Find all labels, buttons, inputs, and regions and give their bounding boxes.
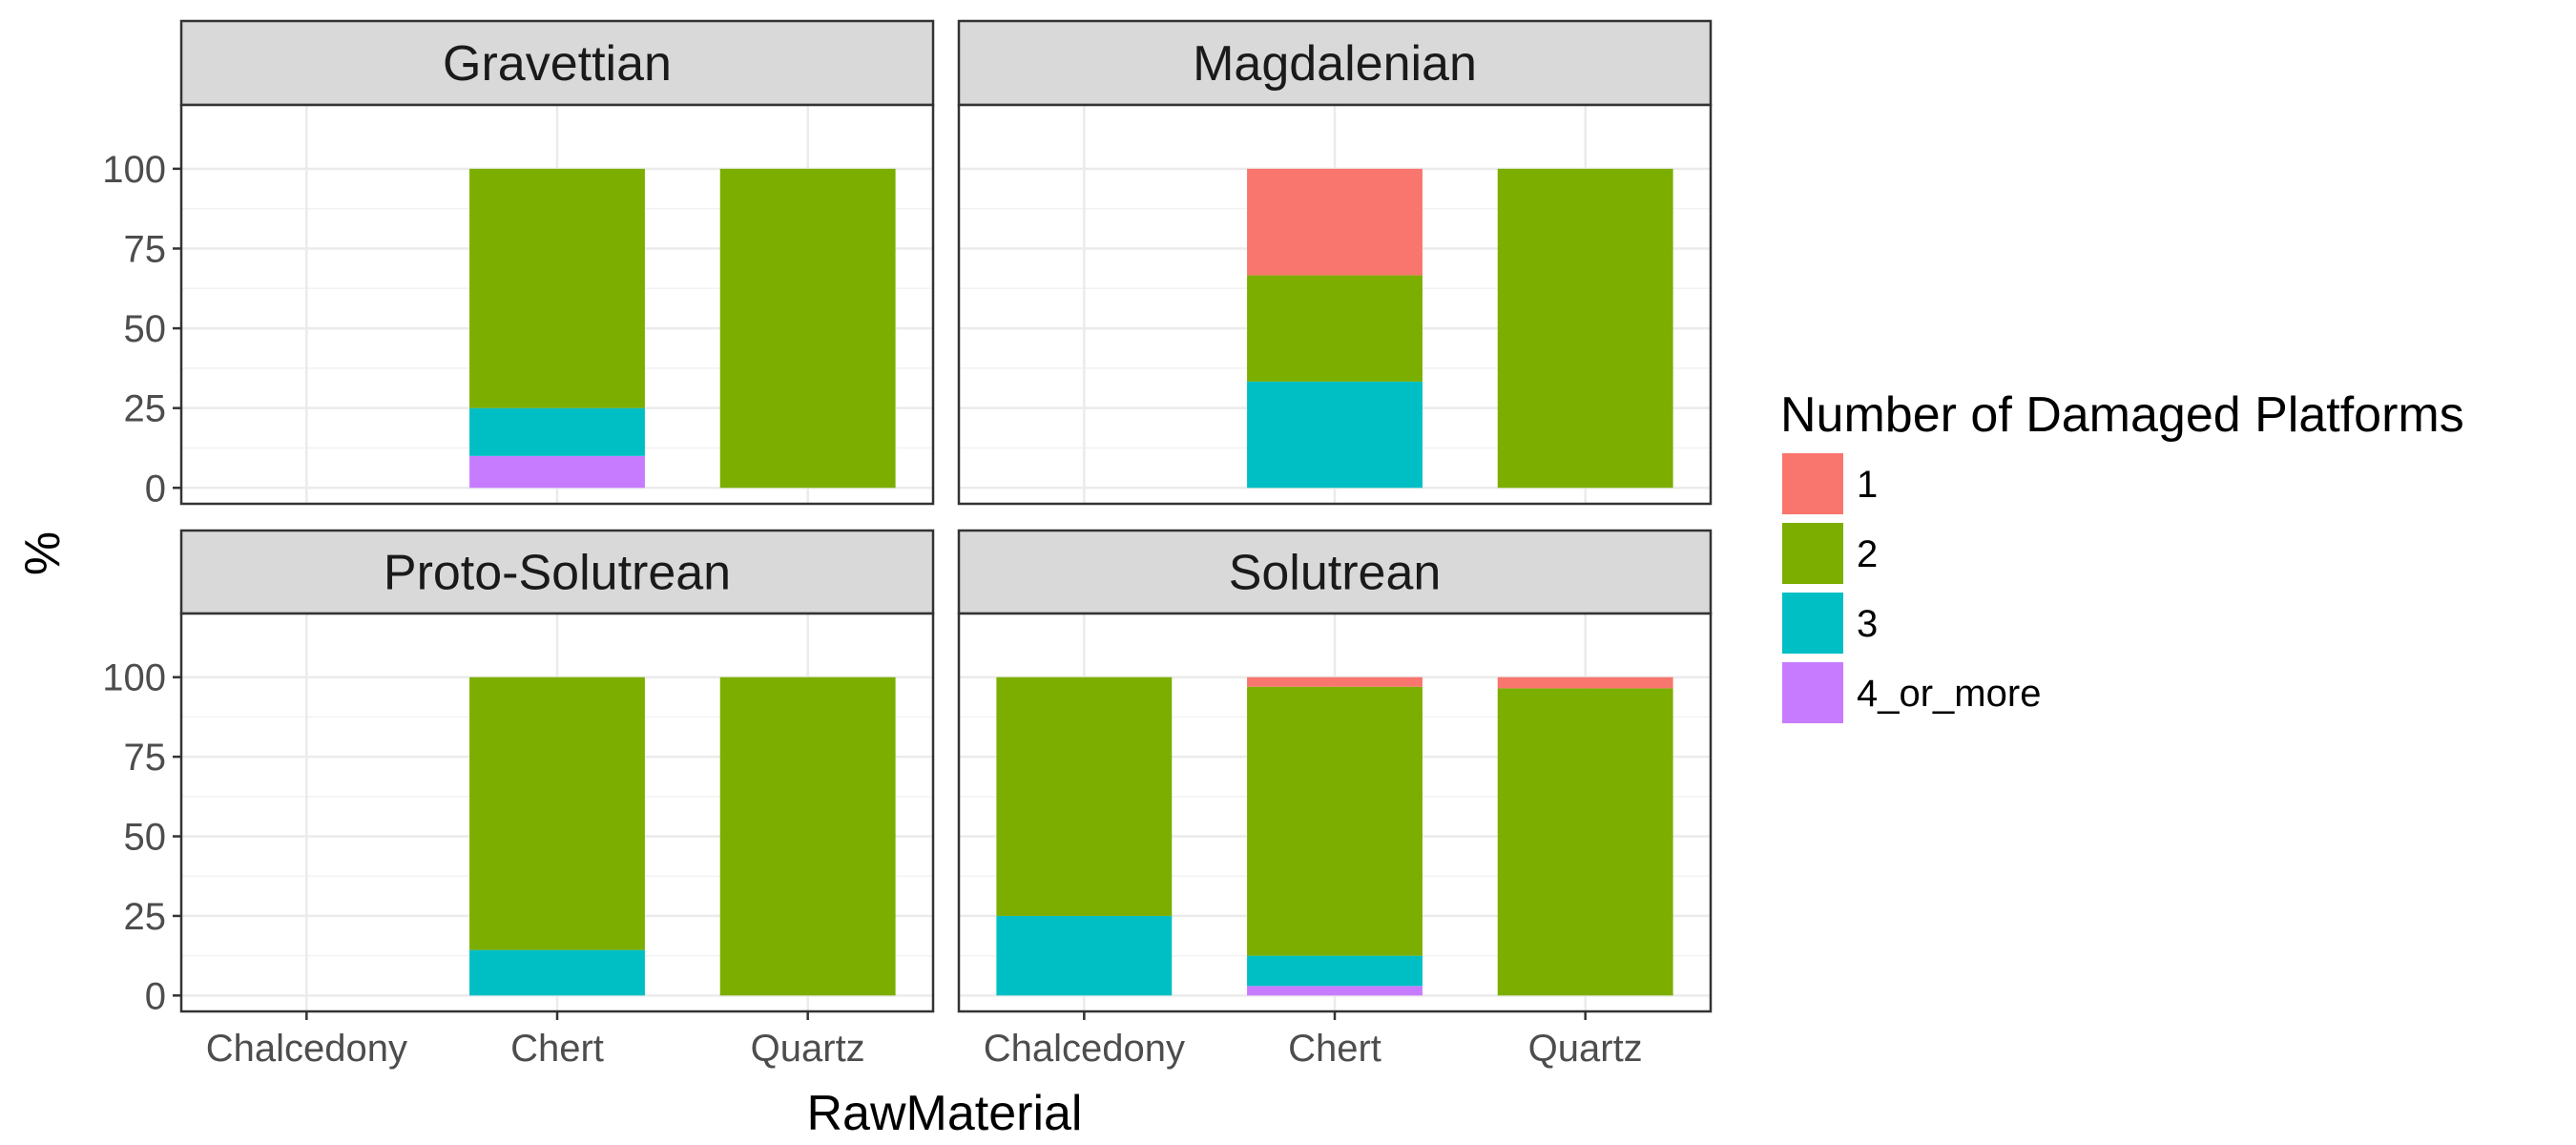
legend-label: 1	[1857, 464, 1878, 506]
legend-entry-1: 1	[1782, 453, 1878, 514]
bar-segment-gravettian-chert-2	[469, 168, 645, 408]
legend-key	[1782, 453, 1843, 514]
y-tick-label: 50	[124, 308, 167, 350]
y-tick-label: 50	[124, 817, 167, 859]
bar-segment-proto-solutrean-quartz-2	[719, 677, 896, 996]
y-tick-label: 0	[145, 975, 166, 1017]
panel-title: Gravettian	[443, 36, 672, 92]
bar-segment-solutrean-chert-3	[1247, 955, 1423, 987]
bar-segment-magdalenian-quartz-2	[1497, 168, 1673, 489]
panel-title: Solutrean	[1229, 546, 1442, 601]
panel-strip	[957, 529, 1713, 615]
x-tick-label: Chert	[1288, 1028, 1381, 1070]
bar-segment-solutrean-chert-4-or-more	[1247, 986, 1423, 996]
x-tick-label: Chalcedony	[984, 1028, 1185, 1070]
legend-label: 3	[1857, 603, 1878, 645]
bar-segment-solutrean-quartz-1	[1497, 677, 1673, 689]
legend-entry-2: 2	[1782, 523, 1878, 584]
legend: Number of Damaged Platforms 1 2 3 4_or_more	[1780, 387, 2464, 723]
bar-segment-gravettian-quartz-2	[719, 168, 896, 489]
bar-segment-magdalenian-chert-3	[1247, 381, 1423, 489]
legend-key	[1782, 593, 1843, 654]
y-axis-title: %	[15, 531, 71, 575]
panel-strip	[179, 19, 935, 107]
legend-key	[1782, 523, 1843, 584]
y-tick-label: 25	[124, 896, 167, 938]
panel-title: Proto-Solutrean	[384, 546, 731, 601]
bar-segment-magdalenian-chert-2	[1247, 275, 1423, 382]
bar-segment-solutrean-chert-1	[1247, 677, 1423, 687]
y-tick-label: 100	[102, 657, 166, 699]
panel-strip	[957, 19, 1713, 107]
panel-proto-solutrean: Proto-Solutrean 0 25 50 75 100 Chalcedony Chert…	[102, 529, 935, 1070]
bar-segment-solutrean-quartz-2	[1497, 688, 1673, 996]
bar-segment-magdalenian-chert-1	[1247, 168, 1423, 276]
bar-segment-proto-solutrean-chert-2	[469, 677, 645, 950]
x-tick-label: Quartz	[751, 1028, 865, 1070]
panels-layer: Gravettian 0 25 50 75 100 Magdalenian Proto-Sol…	[102, 19, 1713, 1070]
legend-key	[1782, 662, 1843, 723]
panel-solutrean: Solutrean Chalcedony Chert Quartz	[957, 529, 1713, 1070]
y-tick-label: 100	[102, 149, 166, 191]
y-tick-label: 75	[124, 228, 167, 270]
y-tick-label: 0	[145, 468, 166, 510]
panel-title: Magdalenian	[1193, 36, 1477, 92]
legend-label: 2	[1857, 533, 1878, 575]
legend-label: 4_or_more	[1857, 673, 2041, 715]
panel-gravettian: Gravettian 0 25 50 75 100	[102, 19, 935, 510]
x-tick-label: Chalcedony	[206, 1028, 407, 1070]
x-tick-label: Quartz	[1528, 1028, 1643, 1070]
bar-segment-solutrean-chalcedony-3	[996, 915, 1173, 996]
bar-segment-solutrean-chalcedony-2	[996, 677, 1173, 916]
panel-border	[957, 103, 1713, 506]
bar-segment-gravettian-chert-4-or-more	[469, 455, 645, 489]
x-tick-label: Chert	[510, 1028, 604, 1070]
x-axis-title: RawMaterial	[807, 1086, 1083, 1141]
y-tick-label: 25	[124, 388, 167, 430]
y-tick-label: 75	[124, 737, 167, 779]
panel-border	[179, 103, 935, 506]
bar-segment-proto-solutrean-chert-3	[469, 949, 645, 996]
bar-segment-solutrean-chert-2	[1247, 686, 1423, 956]
legend-entry-3: 3	[1782, 593, 1878, 654]
bar-segment-gravettian-chert-3	[469, 407, 645, 456]
panel-magdalenian: Magdalenian	[957, 19, 1713, 506]
legend-title: Number of Damaged Platforms	[1780, 387, 2464, 443]
legend-entry-4-or-more: 4_or_more	[1782, 662, 2041, 723]
